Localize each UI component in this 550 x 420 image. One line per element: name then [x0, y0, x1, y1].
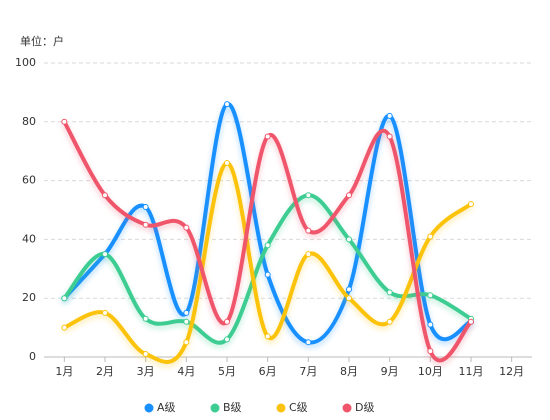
data-point	[183, 339, 190, 346]
data-point	[427, 348, 434, 355]
y-axis-label: 单位：户	[20, 34, 64, 48]
data-point	[346, 192, 352, 199]
data-point	[264, 271, 271, 278]
data-point	[468, 201, 474, 208]
x-tick-label: 2月	[96, 365, 114, 378]
data-point	[346, 236, 352, 243]
series-line	[62, 119, 473, 363]
data-point	[224, 101, 230, 108]
y-tick-label: 100	[15, 56, 36, 69]
data-point	[224, 318, 230, 325]
data-point	[264, 242, 271, 249]
data-point	[183, 224, 190, 231]
data-point	[61, 324, 68, 331]
legend-marker	[144, 403, 154, 413]
x-tick-label: 9月	[381, 365, 399, 378]
legend-marker	[210, 403, 220, 413]
x-tick-label: 7月	[299, 365, 317, 378]
series-line	[62, 193, 473, 345]
x-tick-label: 4月	[177, 365, 195, 378]
x-tick-label: 11月	[459, 365, 484, 378]
x-tick-label: 5月	[218, 365, 236, 378]
data-point	[305, 251, 312, 258]
legend-label: B级	[223, 401, 242, 414]
y-tick-label: 0	[29, 350, 36, 363]
x-tick-label: 10月	[418, 365, 443, 378]
data-point	[102, 192, 108, 199]
y-tick-label: 40	[22, 232, 36, 245]
data-point	[142, 204, 149, 211]
legend-label: A级	[157, 401, 176, 414]
data-point	[224, 336, 230, 343]
data-point	[305, 192, 312, 199]
data-point	[264, 333, 271, 340]
data-point	[142, 351, 149, 358]
x-tick-label: 3月	[137, 365, 155, 378]
x-tick-label: 1月	[55, 365, 73, 378]
data-point	[183, 309, 190, 316]
legend-marker	[342, 403, 352, 413]
data-point	[102, 251, 108, 258]
y-tick-label: 20	[22, 291, 36, 304]
y-tick-label: 60	[22, 174, 36, 187]
series-line	[62, 160, 473, 364]
data-point	[386, 318, 393, 325]
data-point	[305, 339, 312, 346]
data-point	[142, 315, 149, 322]
x-tick-label: 8月	[340, 365, 358, 378]
data-point	[386, 112, 393, 119]
y-tick-label: 80	[22, 115, 36, 128]
legend-marker	[276, 403, 286, 413]
x-tick-label: 12月	[499, 365, 524, 378]
data-point	[386, 133, 393, 140]
legend-label: C级	[289, 401, 308, 414]
data-point	[468, 318, 474, 325]
legend-label: D级	[355, 401, 374, 414]
data-point	[427, 321, 434, 328]
x-tick-label: 6月	[259, 365, 277, 378]
data-point	[102, 309, 108, 316]
data-point	[305, 227, 312, 234]
data-point	[183, 318, 190, 325]
data-point	[61, 295, 68, 302]
data-point	[346, 286, 352, 293]
data-point	[61, 118, 68, 125]
data-point	[427, 233, 434, 240]
data-point	[142, 221, 149, 228]
data-point	[346, 295, 352, 302]
data-point	[224, 159, 230, 166]
data-point	[264, 133, 271, 140]
data-point	[386, 289, 393, 296]
data-point	[427, 292, 434, 299]
